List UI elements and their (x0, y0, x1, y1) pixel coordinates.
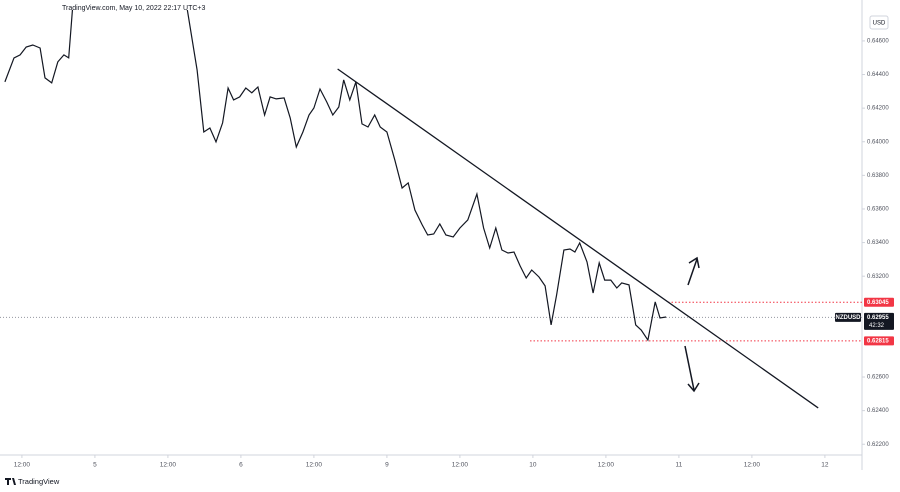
down-arrow (684, 345, 700, 393)
y-tick-label: 0.63200 (867, 274, 889, 280)
y-tick-label: 0.62200 (867, 442, 889, 448)
y-tick-label: 0.64600 (867, 38, 889, 44)
currency: USD (873, 21, 886, 27)
x-tick-label: 9 (385, 462, 389, 469)
y-tick-label: 0.62400 (867, 408, 889, 414)
x-tick-label: 10 (529, 462, 537, 469)
price-label: 0.62815 (867, 338, 889, 344)
x-tick-label: 12:00 (452, 462, 469, 469)
y-tick-label: 0.64200 (867, 106, 889, 112)
x-tick-label: 12:00 (306, 462, 323, 469)
y-tick-label: 0.62600 (867, 375, 889, 381)
trendline (337, 68, 819, 409)
x-tick-label: 12:00 (744, 462, 761, 469)
tv-logo (5, 478, 16, 485)
x-tick-label: 12:00 (14, 462, 31, 469)
price-label-box (864, 312, 894, 330)
y-tick-label: 0.64400 (867, 72, 889, 78)
y-tick-label: 0.63600 (867, 207, 889, 213)
x-tick-label: 12 (821, 462, 829, 469)
currency-box (869, 15, 889, 30)
header: TradingView.com, May 10, 2022 22:17 UTC+… (62, 5, 205, 12)
price-label-box (864, 297, 894, 307)
price-line (4, 10, 667, 342)
price-label: 0.63045 (867, 300, 889, 306)
symbol-box (835, 312, 861, 322)
price-label-box (864, 336, 894, 346)
x-tick-label: 12:00 (160, 462, 177, 469)
plot-area (0, 10, 862, 409)
y-tick-label: 0.63800 (867, 173, 889, 179)
symbol-label: NZDUSD (836, 315, 862, 321)
countdown: 42:32 (869, 323, 885, 329)
x-tick-label: 5 (93, 462, 97, 469)
y-tick-label: 0.63400 (867, 240, 889, 246)
y-tick-label: 0.64000 (867, 139, 889, 145)
x-tick-label: 12:00 (598, 462, 615, 469)
x-tick-label: 11 (676, 462, 683, 469)
up-arrow (687, 256, 700, 286)
price-label: 0.62955 (867, 315, 889, 321)
x-tick-label: 6 (239, 462, 243, 469)
footer: TradingView (18, 477, 60, 486)
